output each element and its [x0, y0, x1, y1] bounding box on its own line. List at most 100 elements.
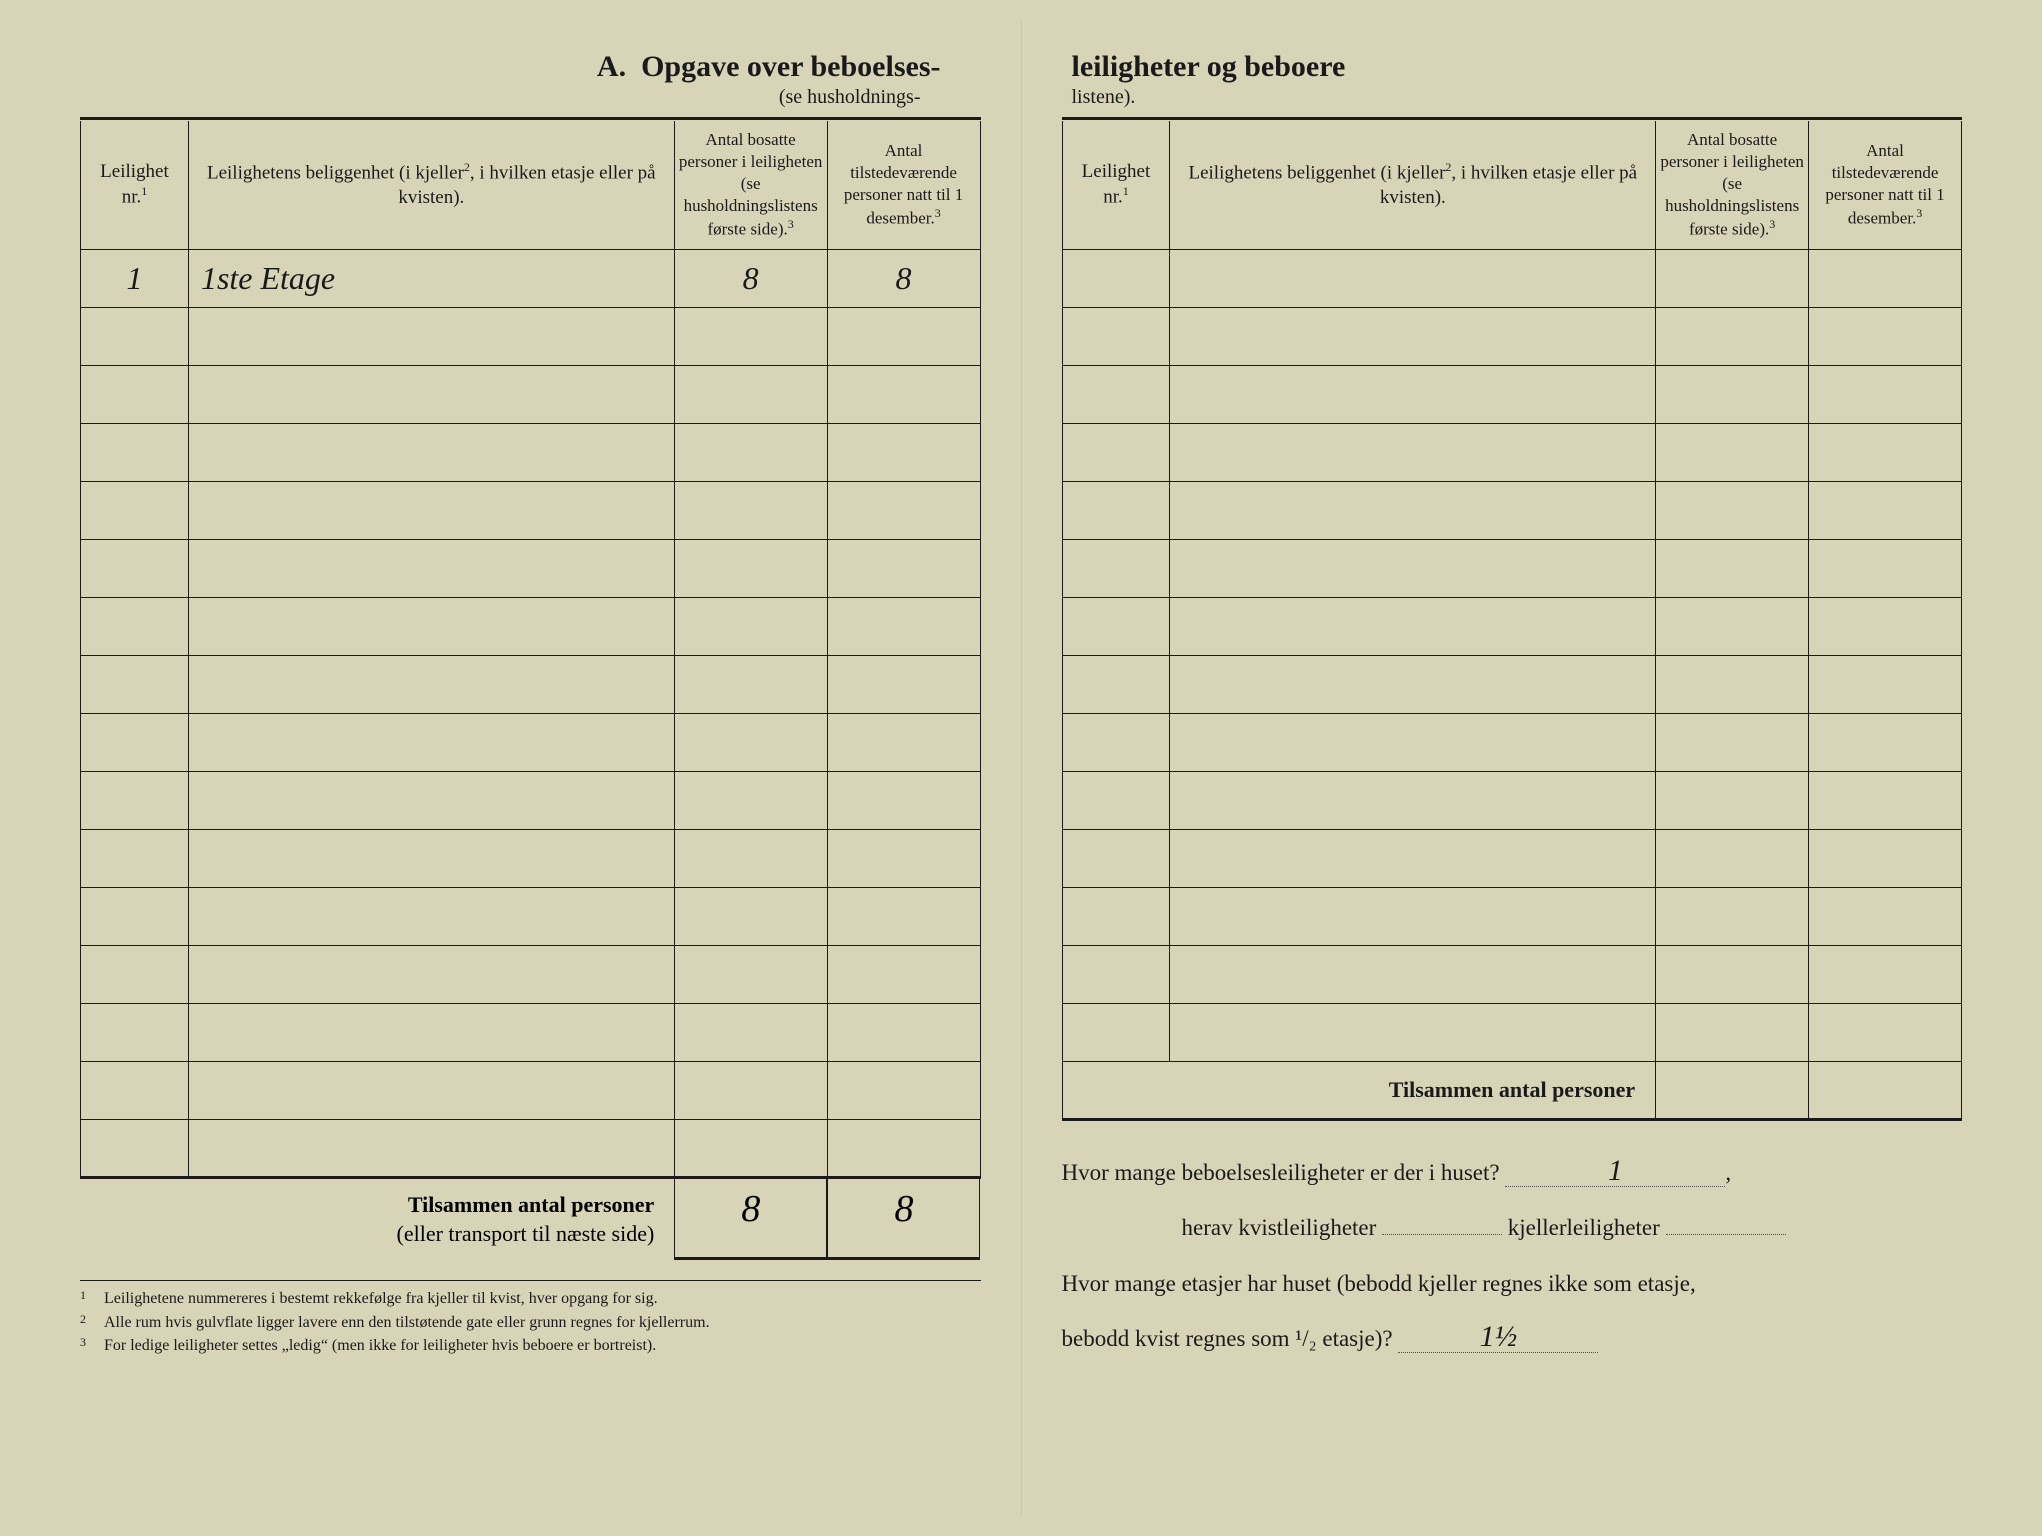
cell-bosatte: 8: [674, 250, 827, 308]
footnote-3: 3For ledige leiligheter settes „ledig“ (…: [80, 1334, 981, 1357]
table-row: [1062, 482, 1962, 540]
cell-loc: [188, 656, 674, 714]
table-row: [81, 482, 981, 540]
cell-bosatte: [674, 946, 827, 1004]
q2-kjeller-answer: [1666, 1234, 1786, 1235]
cell-nr: 1: [81, 250, 189, 308]
cell-tilstede: [827, 308, 980, 366]
cell-bosatte: [674, 888, 827, 946]
cell-bosatte: [674, 772, 827, 830]
cell-tilstede: [827, 424, 980, 482]
cell-bosatte: [674, 1004, 827, 1062]
cell-loc: [1170, 598, 1656, 656]
table-row: [81, 598, 981, 656]
cell-tilstede: [827, 714, 980, 772]
cell-tilstede: [827, 656, 980, 714]
cell-loc: [1170, 250, 1656, 308]
cell-tilstede: 8: [827, 250, 980, 308]
cell-nr: [81, 1120, 189, 1178]
cell-nr: [1062, 1004, 1170, 1062]
right-title: leiligheter og beboere: [1072, 50, 1346, 84]
cell-loc: [1170, 482, 1656, 540]
cell-bosatte: [1656, 772, 1809, 830]
cell-nr: [1062, 250, 1170, 308]
question-3a: Hvor mange etasjer har huset (bebodd kje…: [1062, 1256, 1963, 1311]
table-row: [81, 772, 981, 830]
document-spread: A. Opgave over beboelses- (se husholdnin…: [40, 20, 2002, 1516]
cell-loc: [1170, 308, 1656, 366]
cell-bosatte: [1656, 598, 1809, 656]
cell-tilstede: [1809, 540, 1962, 598]
table-row: [81, 1062, 981, 1120]
right-sum-row: Tilsammen antal personer: [1062, 1062, 1962, 1120]
cell-loc: [188, 482, 674, 540]
cell-bosatte: [674, 1062, 827, 1120]
cell-nr: [1062, 308, 1170, 366]
cell-bosatte: [1656, 540, 1809, 598]
table-row: [81, 946, 981, 1004]
table-row: [81, 308, 981, 366]
cell-bosatte: [1656, 250, 1809, 308]
left-subtitle: (se husholdnings-: [80, 86, 981, 109]
questions: Hvor mange beboelsesleiligheter er der i…: [1062, 1145, 1963, 1366]
cell-bosatte: [674, 424, 827, 482]
footnote-2: 2Alle rum hvis gulvflate ligger lavere e…: [80, 1311, 981, 1334]
cell-nr: [1062, 598, 1170, 656]
cell-tilstede: [1809, 888, 1962, 946]
cell-nr: [1062, 830, 1170, 888]
left-page: A. Opgave over beboelses- (se husholdnin…: [40, 20, 1022, 1516]
cell-bosatte: [1656, 946, 1809, 1004]
table-row: [81, 1004, 981, 1062]
cell-bosatte: [674, 366, 827, 424]
cell-loc: [1170, 1004, 1656, 1062]
cell-tilstede: [1809, 424, 1962, 482]
right-title-row: leiligheter og beboere: [1062, 50, 1963, 84]
cell-bosatte: [1656, 714, 1809, 772]
cell-bosatte: [674, 714, 827, 772]
cell-loc: 1ste Etage: [188, 250, 674, 308]
cell-nr: [1062, 772, 1170, 830]
table-row: [1062, 946, 1962, 1004]
cell-tilstede: [1809, 946, 1962, 1004]
cell-loc: [188, 888, 674, 946]
header-col2: Leilighetens beliggenhet (i kjeller2, i …: [188, 121, 674, 250]
cell-bosatte: [1656, 308, 1809, 366]
header-row: Leilighet nr.1 Leilighetens beliggenhet …: [81, 121, 981, 250]
header-col4: Antal tilstedeværende personer natt til …: [827, 121, 980, 250]
cell-nr: [1062, 482, 1170, 540]
right-page: leiligheter og beboere listene). Leiligh…: [1022, 20, 2003, 1516]
table-row: [81, 1120, 981, 1178]
cell-nr: [81, 946, 189, 1004]
cell-bosatte: [674, 830, 827, 888]
cell-tilstede: [1809, 656, 1962, 714]
table-row: [81, 714, 981, 772]
cell-nr: [81, 714, 189, 772]
cell-nr: [81, 888, 189, 946]
cell-tilstede: [1809, 366, 1962, 424]
cell-bosatte: [1656, 1004, 1809, 1062]
cell-loc: [188, 424, 674, 482]
cell-tilstede: [1809, 830, 1962, 888]
table-row: [1062, 772, 1962, 830]
left-title-row: A. Opgave over beboelses-: [80, 50, 981, 84]
cell-loc: [1170, 830, 1656, 888]
cell-tilstede: [827, 366, 980, 424]
cell-bosatte: [674, 540, 827, 598]
table-row: [81, 656, 981, 714]
cell-tilstede: [827, 1120, 980, 1178]
cell-tilstede: [1809, 482, 1962, 540]
cell-loc: [1170, 772, 1656, 830]
cell-nr: [1062, 714, 1170, 772]
cell-nr: [81, 1062, 189, 1120]
cell-bosatte: [1656, 424, 1809, 482]
cell-tilstede: [827, 598, 980, 656]
table-row: [1062, 540, 1962, 598]
left-sum-row: Tilsammen antal personer (eller transpor…: [80, 1179, 981, 1260]
cell-loc: [188, 540, 674, 598]
cell-nr: [1062, 656, 1170, 714]
cell-nr: [81, 540, 189, 598]
table-row: [1062, 250, 1962, 308]
cell-tilstede: [1809, 598, 1962, 656]
right-subtitle: listene).: [1062, 86, 1963, 109]
cell-loc: [188, 772, 674, 830]
